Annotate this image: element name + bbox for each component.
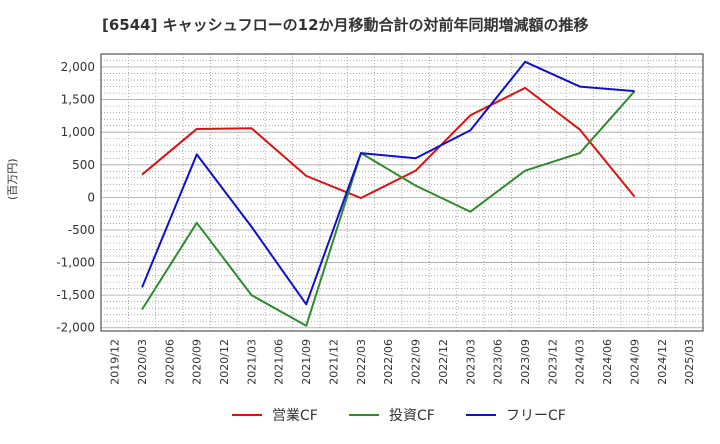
x-tick-label: 2023/09 [519,339,532,385]
x-tick-label: 2022/12 [437,339,450,385]
x-tick-label: 2022/03 [355,339,368,385]
legend-entry: 投資CF [389,408,435,424]
x-tick-label: 2021/03 [245,339,258,385]
x-tick-label: 2025/03 [683,339,696,385]
x-tick-label: 2023/06 [492,339,505,385]
x-tick-label: 2022/09 [410,339,423,385]
legend-entry: フリーCF [506,408,566,424]
y-tick-label: 0 [87,190,95,204]
y-tick-label: -500 [68,223,95,237]
x-tick-label: 2019/12 [109,339,122,385]
y-tick-label: 2,000 [61,60,95,74]
plot-frame [100,53,704,332]
x-tick-label: 2021/12 [327,339,340,385]
chart-title: [6544] キャッシュフローの12か月移動合計の対前年同期増減額の推移 [102,16,589,34]
y-tick-label: 1,500 [61,93,95,107]
y-tick-label: -1,500 [56,288,95,302]
legend-entry: 営業CF [272,408,318,424]
x-tick-label: 2024/12 [656,339,669,385]
x-tick-label: 2024/03 [574,339,587,385]
y-tick-label: 1,000 [61,125,95,139]
y-tick-label: -2,000 [56,321,95,335]
x-tick-label: 2020/03 [136,339,149,385]
x-tick-label: 2024/09 [628,339,641,385]
series-line [141,86,636,200]
x-tick-label: 2024/06 [601,339,614,385]
y-tick-label: 500 [72,158,95,172]
x-tick-label: 2021/09 [300,339,313,385]
series-line [141,60,635,306]
x-tick-label: 2020/12 [218,339,231,385]
series-line [141,90,636,327]
x-tick-label: 2020/06 [163,339,176,385]
x-tick-label: 2023/03 [464,339,477,385]
x-tick-label: 2020/09 [191,339,204,385]
y-axis-label: (百万円) [6,158,19,200]
x-tick-label: 2022/06 [382,339,395,385]
y-tick-label: -1,000 [56,256,95,270]
x-tick-label: 2021/06 [273,339,286,385]
x-tick-label: 2023/12 [546,339,559,385]
